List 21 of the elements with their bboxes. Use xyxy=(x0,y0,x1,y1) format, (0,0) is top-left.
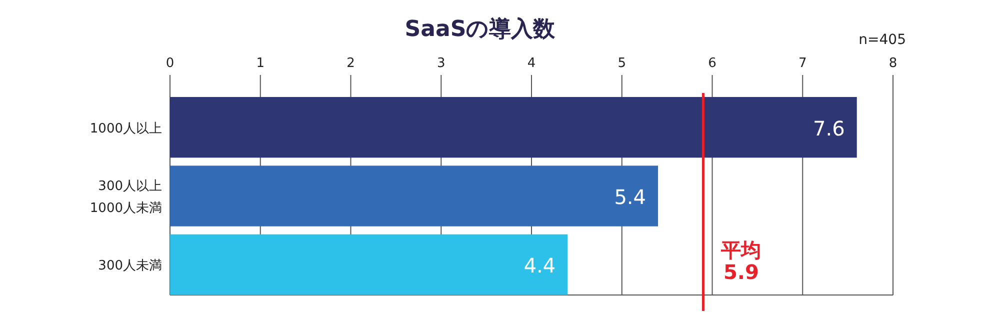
x-tick-label: 6 xyxy=(708,56,716,71)
y-tick-label: 300人以上 1000人未満 xyxy=(90,179,162,216)
text: n=405 xyxy=(858,32,906,48)
bar xyxy=(170,166,658,226)
x-tick-label: 1 xyxy=(256,56,265,71)
chart-title: SaaSの導入数 xyxy=(404,16,556,42)
bar xyxy=(170,97,857,158)
x-tick-label: 8 xyxy=(888,56,898,71)
data-label: 5.4 xyxy=(614,185,646,209)
x-tick-label: 4 xyxy=(527,56,536,71)
bar xyxy=(170,234,568,295)
x-tick-label: 5 xyxy=(618,56,626,71)
x-tick-label: 3 xyxy=(436,56,446,71)
y-tick-label: 300人未満 xyxy=(98,258,162,274)
data-label: 7.6 xyxy=(813,116,845,140)
x-tick-label: 2 xyxy=(346,56,355,71)
data-label: 4.4 xyxy=(524,254,556,278)
ref-line-label: 平均 5.9 xyxy=(720,238,762,284)
y-tick-label: 1000人以上 xyxy=(90,121,162,136)
x-tick-label: 0 xyxy=(166,56,174,71)
x-tick-label: 7 xyxy=(798,56,807,71)
